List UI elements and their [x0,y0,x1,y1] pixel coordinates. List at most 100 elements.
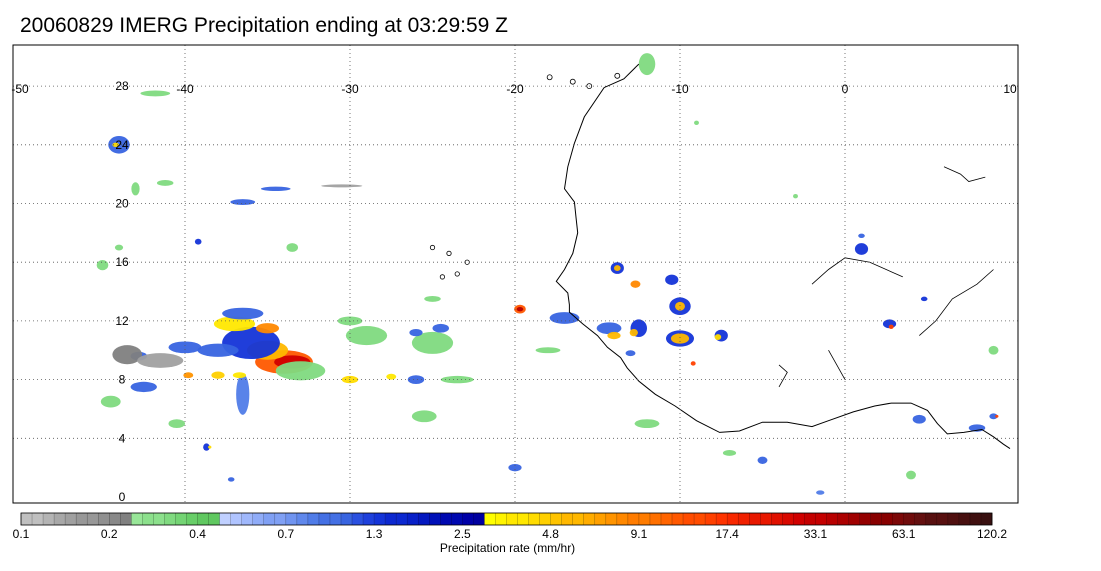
colorbar-swatch [771,513,783,525]
colorbar-swatch [826,513,838,525]
precip-cell [386,373,397,380]
colorbar-frame [20,512,993,526]
colorbar-swatch [892,513,905,525]
island-outline [454,271,460,277]
lat-tick-label: 4 [119,431,126,445]
colorbar-swatch [340,513,353,525]
colorbar-tick-label: 0.1 [13,527,30,541]
map-frame [12,44,1019,504]
colorbar-swatch [142,513,154,525]
precip-cell [675,301,685,311]
colorbar-swatch [616,513,629,525]
lat-tick-label: 28 [115,79,129,93]
precip-cell [156,180,174,186]
colorbar-tick-label: 0.2 [101,527,118,541]
colorbar-swatch [793,513,805,525]
precip-cell [670,333,690,344]
colorbar-swatch [782,513,794,525]
island-outline [446,250,452,256]
precip-cell [232,372,247,379]
colorbar-swatch [484,513,496,525]
precip-cell [203,443,210,451]
colorbar-swatch [660,513,673,525]
precip-cell [211,371,225,379]
lake-river-outline [828,350,846,380]
island-outline [429,244,436,251]
precip-cell [596,322,622,335]
colorbar-swatch [120,513,132,525]
lake-river-outline [943,166,986,182]
precip-cell [411,331,454,354]
precip-cell [549,312,580,324]
colorbar-swatch [495,513,507,525]
colorbar-swatch [672,513,684,525]
colorbar-swatch [230,513,242,525]
precip-cell [183,372,194,379]
precip-cell [255,323,280,334]
lon-tick-label: 10 [1003,82,1017,96]
lat-tick-label: 0 [119,490,126,504]
precip-cell [208,445,212,449]
precip-cell [114,244,124,251]
colorbar-swatch [407,513,419,525]
colorbar-swatch [683,513,695,525]
colorbar-swatch [396,513,408,525]
lat-tick-label: 16 [115,255,129,269]
precip-cell [614,265,621,271]
graticule-grid [13,45,1018,503]
colorbar-swatch [296,513,309,525]
precip-cell [920,296,928,302]
colorbar-swatch [285,513,298,525]
colorbar-swatch [186,513,198,525]
precip-cell [213,316,256,332]
colorbar-swatch [969,513,982,525]
colorbar-swatch [572,513,585,525]
colorbar-swatch [164,513,176,525]
colorbar-swatch [539,513,551,525]
colorbar-swatch [903,513,916,525]
colorbar-swatch [65,513,77,525]
precip-cell [131,182,140,196]
precip-cell [321,184,363,188]
colorbar-swatch [87,513,99,525]
precip-cell [858,233,865,238]
colorbar-swatch [848,513,860,525]
precip-cell [286,243,299,252]
colorbar-swatch [837,513,849,525]
colorbar-tick-label: 63.1 [892,527,916,541]
colorbar-swatch [462,513,474,525]
colorbar-swatch [605,513,618,525]
colorbar-swatch [43,513,55,525]
precip-cell [96,259,109,271]
colorbar-tick-label: 9.1 [631,527,648,541]
precip-cell [222,307,264,320]
colorbar-swatch [98,513,110,525]
precip-cell [108,135,130,154]
colorbar-swatch [627,513,640,525]
colorbar-swatch [131,513,143,525]
colorbar-swatch [363,513,375,525]
colorbar-swatch [528,513,540,525]
precip-cell [100,395,121,408]
precip-cell [694,120,699,125]
page-title: 20060829 IMERG Precipitation ending at 0… [20,14,508,37]
precip-cell [625,350,636,357]
colorbar-tick-label: 120.2 [977,527,1007,541]
colorbar-swatch [925,513,938,525]
precip-cell [411,410,437,423]
precip-cell [906,470,916,480]
precip-cell [995,414,999,418]
colorbar-swatch [517,513,529,525]
colorbar-swatch [329,513,342,525]
precip-cell [260,186,291,192]
precip-cell [130,381,157,393]
precip-cell [988,345,999,355]
colorbar-swatch [738,513,750,525]
precip-cell [816,490,825,495]
colorbar-swatch [914,513,927,525]
colorbar-swatch [649,513,662,525]
precip-cell [690,361,696,366]
colorbar-swatch [815,513,827,525]
colorbar-swatch [870,513,882,525]
